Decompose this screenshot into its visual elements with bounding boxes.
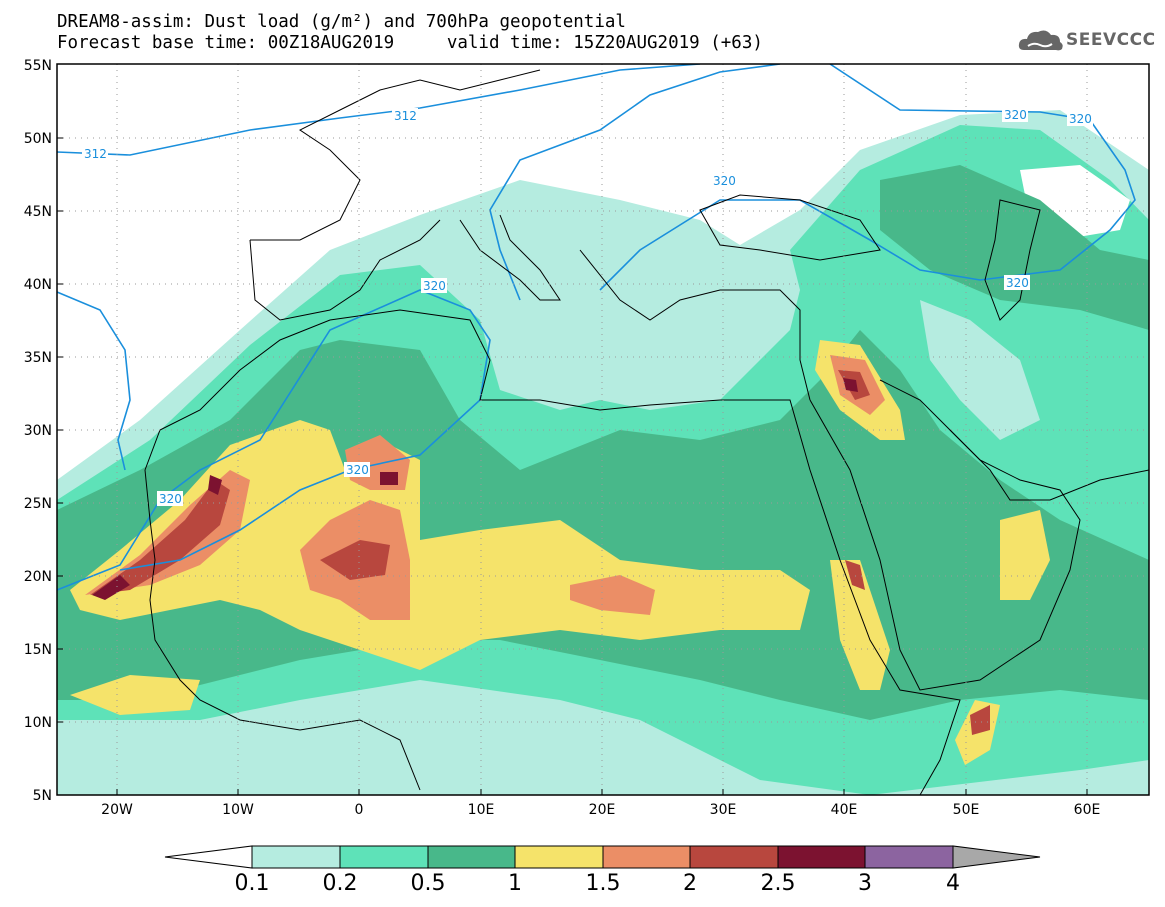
- colorbar: [164, 845, 1041, 869]
- contour-label: 320: [159, 492, 182, 506]
- colorbar-over-arrow: [952, 845, 1041, 869]
- cloud-logo-icon: [1018, 30, 1063, 51]
- dust-shade-2: [90, 480, 230, 595]
- coastline-caspian: [984, 199, 1041, 321]
- coastline-greece-turkey: [579, 249, 811, 401]
- contour-label: 312: [84, 147, 107, 161]
- tick-marks: [57, 137, 1088, 795]
- coastline-africa-west: [144, 469, 421, 791]
- longitude-labels: 20W 10W 0 10E 20E 30E 40E 50E 60E: [101, 802, 1100, 818]
- contour-320-north: [489, 64, 781, 301]
- lat-label: 40N: [24, 277, 52, 293]
- dust-shade-15-chad: [570, 575, 655, 615]
- colorbar-swatch: [602, 845, 691, 869]
- contour-312: [57, 64, 701, 156]
- lat-label: 20N: [24, 569, 52, 585]
- clear-area-iran: [920, 300, 1040, 440]
- gridlines: [57, 64, 1149, 795]
- dust-shade-1-westafrica: [70, 675, 200, 715]
- coastline-africa: [144, 309, 961, 795]
- lon-label: 30E: [710, 802, 737, 818]
- contour-label: 320: [1069, 112, 1092, 126]
- lat-label: 5N: [33, 788, 52, 804]
- coastline-iberia: [249, 219, 441, 321]
- dust-shade-2-somalia: [970, 705, 990, 735]
- coastline-italy: [459, 214, 561, 301]
- dust-shade-25-b: [208, 475, 222, 495]
- lon-label: 10W: [222, 802, 254, 818]
- colorbar-tick-label: 0.1: [234, 871, 270, 896]
- dust-shade-1-oman: [1000, 510, 1050, 600]
- contour-312-west: [57, 291, 131, 471]
- colorbar-swatch: [514, 845, 604, 869]
- lat-label: 35N: [24, 350, 52, 366]
- lat-label: 15N: [24, 642, 52, 658]
- contour-labels: 312 312 320 320 320 320 320 320 320: [82, 107, 1093, 506]
- lon-label: 20W: [101, 802, 133, 818]
- latitude-labels: 55N 50N 45N 40N 35N 30N 25N 20N 15N 10N …: [24, 58, 52, 804]
- lat-label: 45N: [24, 204, 52, 220]
- dust-shade-1-redsea: [830, 560, 890, 690]
- coastline-blacksea: [699, 194, 881, 261]
- dust-shade-2-redsea: [845, 560, 865, 590]
- colorbar-swatch: [427, 845, 516, 869]
- map-title-line1: DREAM8-assim: Dust load (g/m²) and 700hP…: [57, 12, 626, 32]
- colorbar-swatch: [864, 845, 954, 869]
- colorbar-tick-label: 0.2: [322, 871, 358, 896]
- lon-label: 10E: [468, 802, 495, 818]
- lon-label: 0: [355, 802, 364, 818]
- dust-shade-2-sahara: [320, 540, 390, 580]
- colorbar-tick-label: 1: [508, 871, 522, 896]
- colorbar-under-arrow: [164, 845, 253, 869]
- dust-shade-25-c: [380, 472, 398, 485]
- contour-label: 320: [713, 174, 736, 188]
- dust-shade-25-d: [843, 378, 858, 392]
- colorbar-tick-label: 0.5: [410, 871, 446, 896]
- dust-shade-05-north: [880, 165, 1149, 330]
- colorbar-swatch: [339, 845, 429, 869]
- colorbar-tick-label: 2: [683, 871, 697, 896]
- contour-320-east: [599, 64, 1136, 291]
- lat-label: 10N: [24, 715, 52, 731]
- colorbar-swatch: [689, 845, 779, 869]
- contour-label: 320: [346, 463, 369, 477]
- colorbar-swatch: [777, 845, 866, 869]
- map-title-line2: Forecast base time: 00Z18AUG2019 valid t…: [57, 33, 763, 53]
- contour-label: 320: [1004, 108, 1027, 122]
- contour-label: 320: [423, 279, 446, 293]
- lon-label: 20E: [589, 802, 616, 818]
- lon-label: 40E: [831, 802, 858, 818]
- dust-field: 312 312 320 320 320 320 320 320 320: [57, 64, 1149, 795]
- dust-shade-25: [92, 575, 130, 600]
- seevccc-logo: SEEVCCC: [1018, 26, 1158, 56]
- lat-label: 55N: [24, 58, 52, 74]
- logo-text: SEEVCCC: [1066, 30, 1156, 50]
- coastline-europe: [250, 69, 541, 241]
- lon-label: 50E: [953, 802, 980, 818]
- contour-label: 320: [1006, 276, 1029, 290]
- lat-label: 50N: [24, 131, 52, 147]
- contour-320-south: [57, 289, 491, 591]
- contour-label: 312: [394, 109, 417, 123]
- colorbar-swatch: [251, 845, 341, 869]
- colorbar-tick-label: 4: [946, 871, 960, 896]
- coastline-gulf: [949, 429, 1149, 501]
- lat-label: 25N: [24, 496, 52, 512]
- lon-label: 60E: [1074, 802, 1101, 818]
- lat-label: 30N: [24, 423, 52, 439]
- colorbar-tick-label: 2.5: [760, 871, 796, 896]
- colorbar-tick-label: 3: [858, 871, 872, 896]
- colorbar-tick-label: 1.5: [585, 871, 621, 896]
